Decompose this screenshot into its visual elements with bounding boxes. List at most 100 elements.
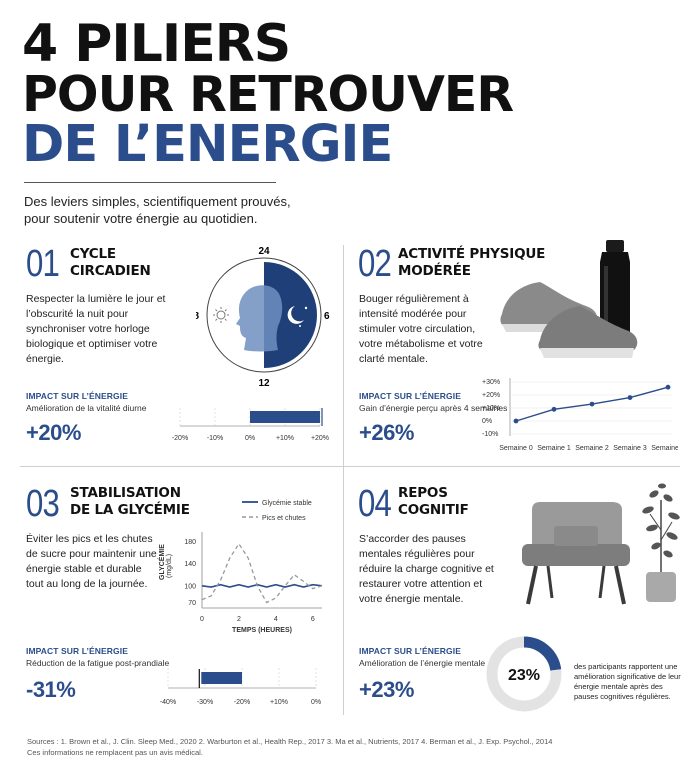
pillar-title: ACTIVITÉ PHYSIQUE MODÉRÉE — [398, 246, 545, 280]
pillar-title-line: COGNITIF — [398, 502, 469, 518]
tick-label: -30% — [197, 699, 213, 706]
pillar-title-line: REPOS — [398, 485, 448, 501]
sources-text: Sources : 1. Brown et al., J. Clin. Slee… — [27, 737, 553, 746]
data-point — [589, 401, 595, 407]
pillar-title-line: STABILISATION — [70, 485, 181, 501]
title-rule — [24, 182, 276, 183]
impact-value: +23% — [359, 677, 414, 702]
y-tick-label: 70 — [188, 600, 196, 607]
pillar-description: Bouger régulièrement à intensité modérée… — [359, 293, 483, 365]
tick-label: +20% — [311, 435, 329, 442]
x-tick-label: Semaine 4 — [651, 445, 678, 452]
tick-label: +10% — [270, 699, 288, 706]
impact-label: IMPACT SUR L’ÉNERGIE — [26, 646, 128, 656]
donut-caption: des participants rapportent une améliora… — [574, 662, 681, 701]
sun-icon — [213, 307, 229, 323]
impact-description: Gain d’énergie perçu après 4 semaines — [359, 403, 508, 413]
y-axis-label: GLYCÉMIE — [157, 544, 166, 580]
y-tick-label: -10% — [482, 431, 498, 438]
clock-label-bottom: 12 — [258, 378, 270, 389]
x-tick-label: 2 — [237, 616, 241, 623]
tick-label: 0% — [311, 699, 321, 706]
impact-value: +20% — [26, 420, 81, 445]
glycemia-line-chart: Glycémie stable Pics et chutes 180 140 100 70… — [157, 500, 323, 634]
chair-and-plant-illustration — [522, 483, 680, 605]
pillar-number: 04 — [358, 483, 392, 525]
plant-icon — [642, 483, 680, 602]
clock-label-left: 18 — [196, 311, 200, 322]
data-point — [665, 384, 671, 390]
clock-label-right: 6 — [324, 311, 330, 322]
legend-label: Glycémie stable — [262, 500, 312, 507]
circadian-clock: 24 12 18 6 — [196, 246, 330, 389]
page-title-line-3: DE L’ENERGIE — [22, 115, 393, 174]
pillar-number: 01 — [26, 243, 60, 285]
data-point — [627, 395, 633, 400]
x-tick-label: Semaine 1 — [537, 445, 571, 452]
tick-label: -20% — [234, 699, 250, 706]
series-line-spikes — [201, 542, 323, 604]
pillar-description: S’accorder des pauses mentales régulière… — [359, 533, 494, 605]
donut-center-label: 23% — [508, 667, 540, 684]
disclaimer-text: Ces informations ne remplacent pas un av… — [27, 748, 203, 757]
pillar-title-line: MODÉRÉE — [398, 263, 471, 279]
data-point — [551, 406, 557, 412]
legend-label: Pics et chutes — [262, 515, 306, 522]
pillar-description: Respecter la lumière le jour et l’obscur… — [26, 293, 166, 365]
y-axis-unit: (mg/dL) — [166, 554, 173, 578]
impact-description: Amélioration de l’énergie mentale — [359, 658, 486, 668]
water-bottle-icon — [600, 240, 630, 342]
armchair-icon — [522, 502, 630, 605]
fatigue-bar-chart: -40% -30% -20% +10% 0% — [160, 668, 321, 706]
tick-label: -20% — [172, 435, 188, 442]
pillar-number: 02 — [358, 243, 392, 285]
pillar-title: STABILISATION DE LA GLYCÉMIE — [70, 485, 190, 519]
x-axis-label: TEMPS (HEURES) — [232, 627, 292, 634]
tick-label: +10% — [276, 435, 294, 442]
page-title-line-1: 4 PILIERS — [22, 14, 291, 74]
pillar-title-line: ACTIVITÉ PHYSIQUE — [398, 246, 546, 262]
series-line-stable — [201, 583, 323, 588]
data-point — [513, 418, 519, 424]
x-tick-label: 0 — [200, 616, 204, 623]
impact-label: IMPACT SUR L’ÉNERGIE — [359, 646, 461, 656]
impact-label: IMPACT SUR L’ÉNERGIE — [359, 391, 461, 401]
impact-value: +26% — [359, 420, 414, 445]
vertical-divider — [343, 245, 344, 715]
y-tick-label: +10% — [482, 405, 500, 412]
donut-slice-rest — [486, 636, 562, 712]
x-tick-label: Semaine 0 — [499, 445, 533, 452]
impact-description: Amélioration de la vitalité diurne — [26, 403, 147, 413]
pillar-title-line: CIRCADIEN — [70, 263, 151, 279]
pillar-description: Éviter les pics et les chutes de sucre p… — [26, 533, 157, 590]
x-tick-label: Semaine 3 — [613, 445, 647, 452]
page-title-line-2: POUR RETROUVER — [22, 66, 514, 123]
pillar-number: 03 — [26, 483, 60, 525]
sneaker-icon — [538, 306, 638, 358]
horizontal-divider — [20, 466, 680, 467]
bar — [201, 672, 242, 684]
sneakers-and-bottle-illustration — [500, 240, 638, 358]
pillar-title-line: DE LA GLYCÉMIE — [70, 502, 190, 518]
clock-label-top: 24 — [258, 246, 270, 257]
impact-label: IMPACT SUR L’ÉNERGIE — [26, 391, 128, 401]
impact-value: -31% — [26, 677, 76, 702]
moon-stars-icon — [287, 306, 308, 327]
bar — [250, 411, 320, 423]
impact-description: Réduction de la fatigue post-prandiale — [26, 658, 170, 668]
tick-label: 0% — [245, 435, 255, 442]
pillar-title: REPOS COGNITIF — [398, 485, 469, 519]
tick-label: -40% — [160, 699, 176, 706]
x-tick-label: 4 — [274, 616, 278, 623]
x-tick-label: 6 — [311, 616, 315, 623]
y-tick-label: 180 — [184, 539, 196, 546]
mental-energy-donut: 23% — [486, 636, 562, 712]
y-tick-label: 0% — [482, 418, 492, 425]
y-tick-label: 140 — [184, 561, 196, 568]
y-tick-label: 100 — [184, 583, 196, 590]
pillar-title-line: CYCLE — [70, 246, 116, 262]
impact-bar-chart: -20% -10% 0% +10% +20% — [172, 408, 329, 442]
y-tick-label: +20% — [482, 392, 500, 399]
page-subtitle: Des leviers simples, scientifiquement pr… — [24, 194, 291, 226]
tick-label: -10% — [207, 435, 223, 442]
